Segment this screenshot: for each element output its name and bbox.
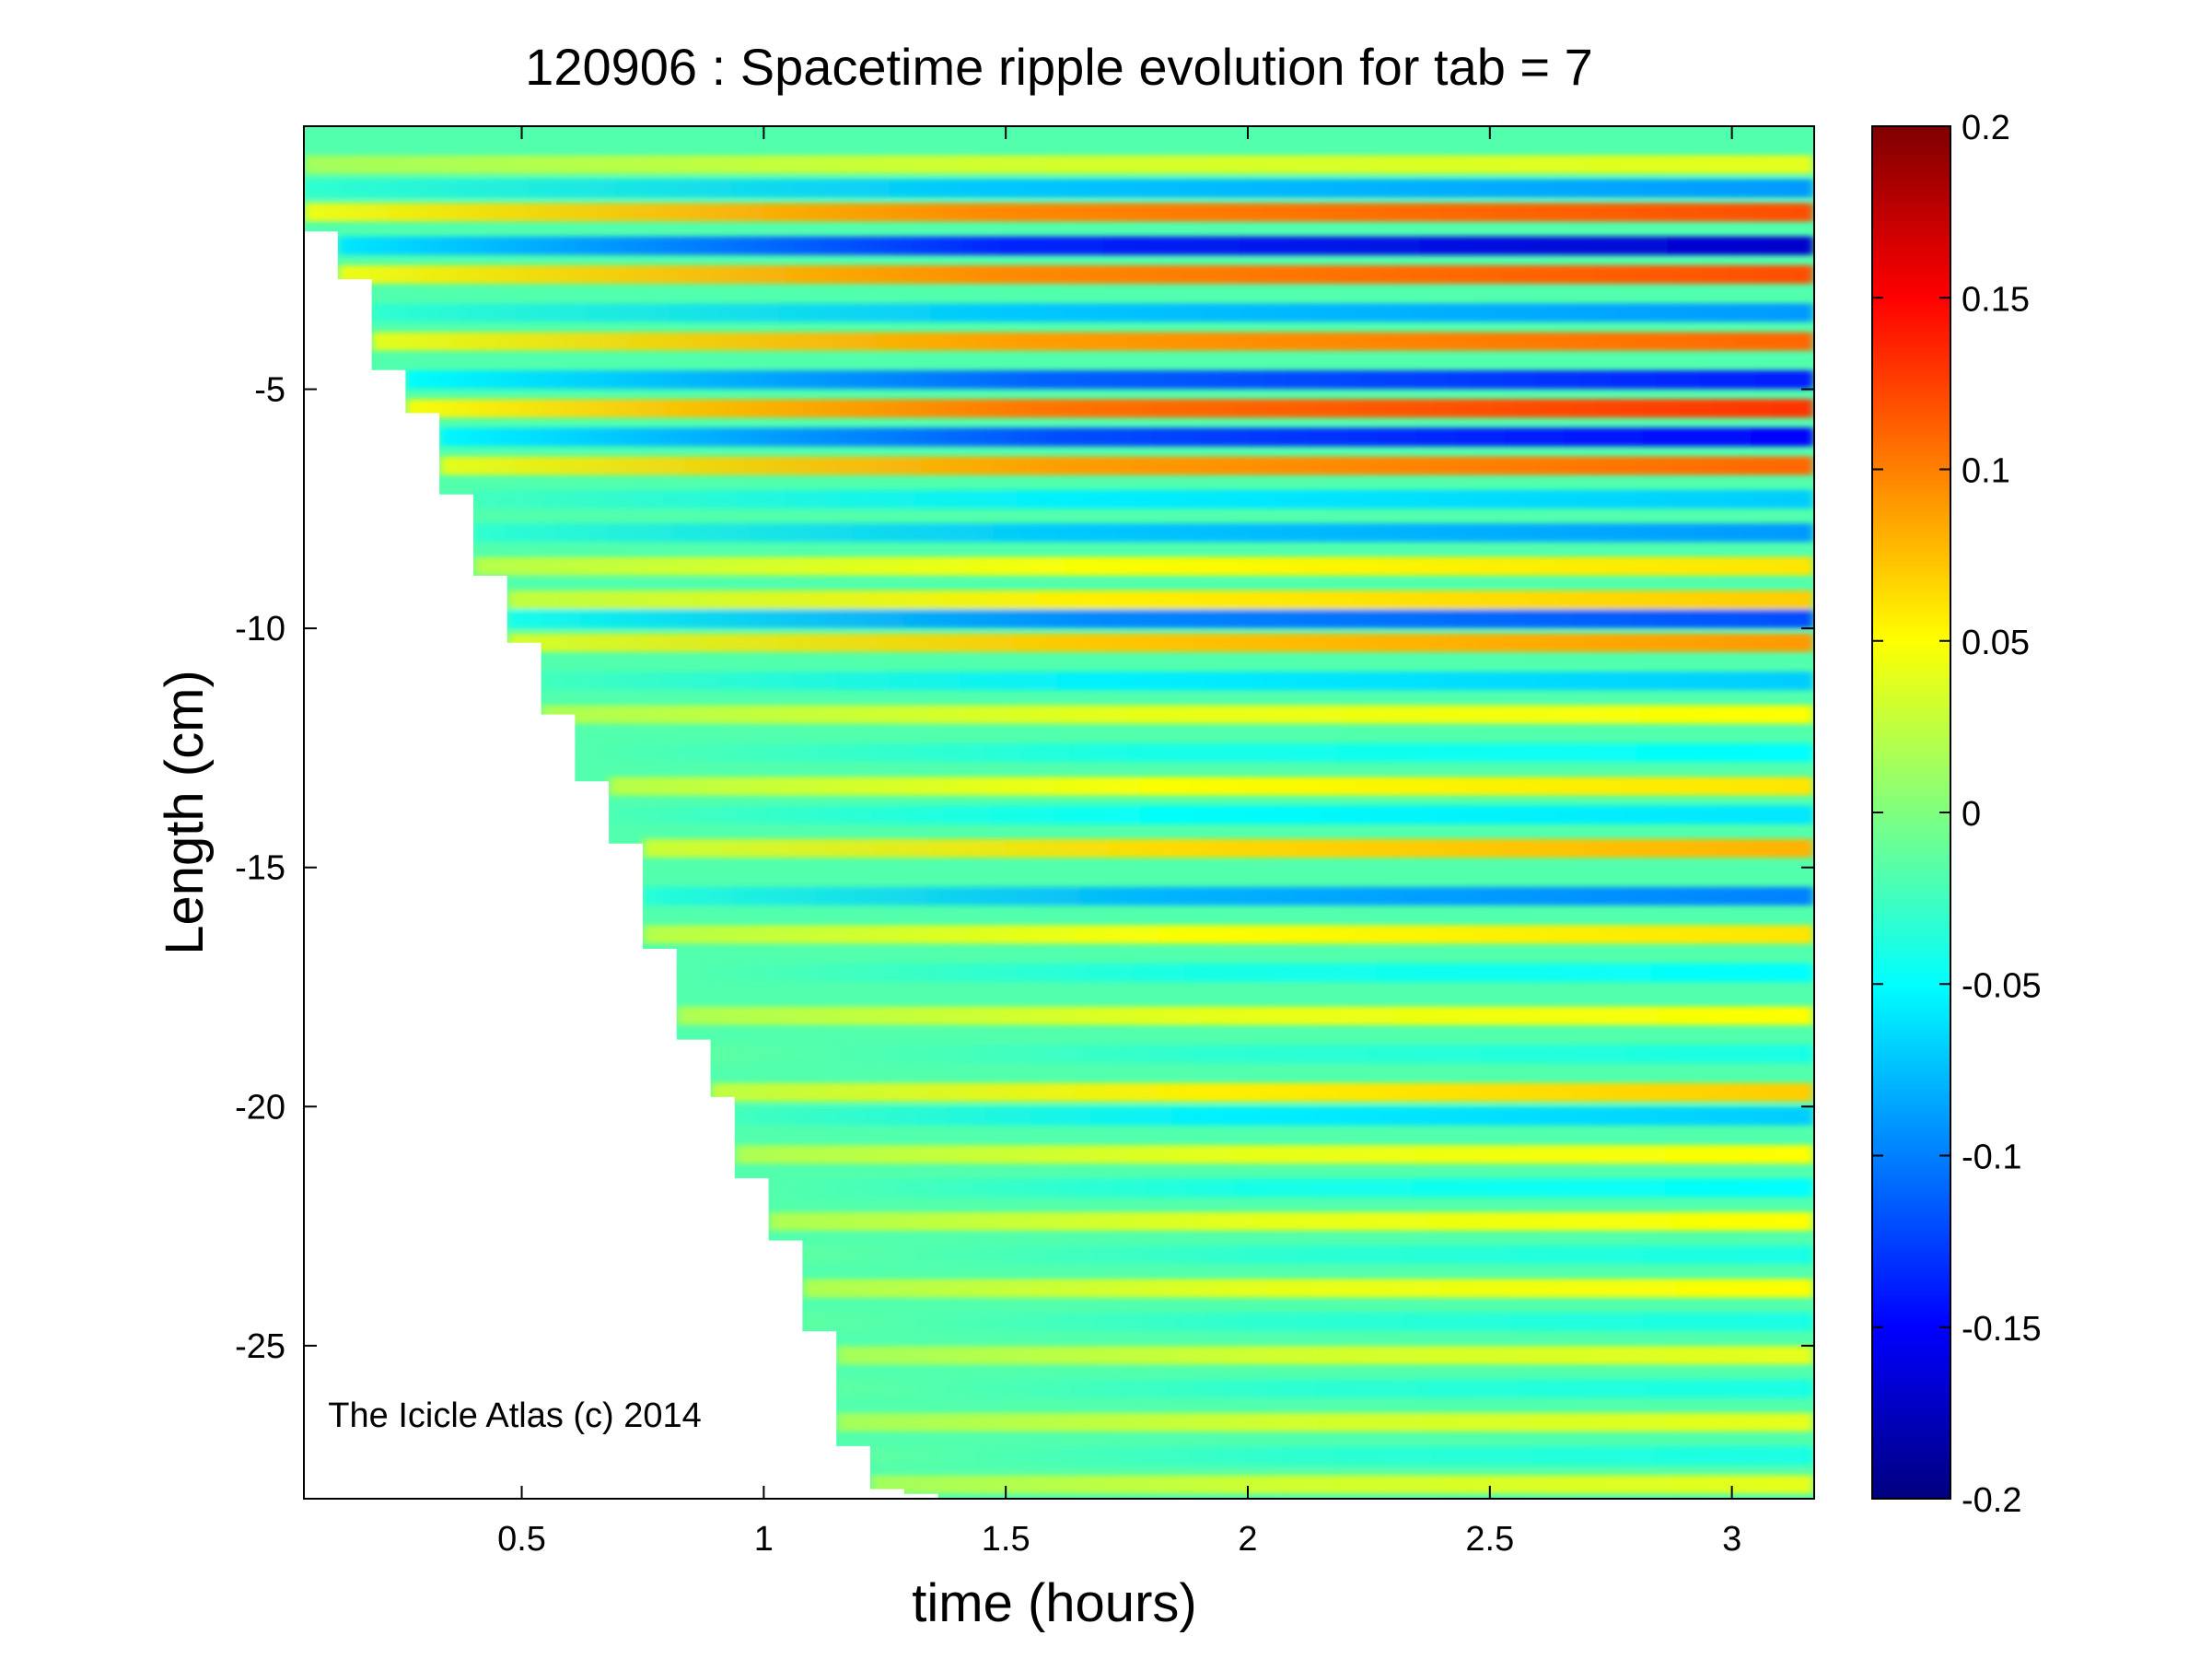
- ripple-band: [676, 1006, 1814, 1025]
- ripple-band: [802, 1312, 1814, 1331]
- ripple-band: [371, 303, 1814, 322]
- colorbar-tick-label: -0.15: [1962, 1310, 2042, 1349]
- ripple-band: [472, 556, 1814, 576]
- y-axis-label: Length (cm): [155, 670, 215, 954]
- ripple-band: [304, 203, 1814, 222]
- ripple-band: [405, 370, 1814, 390]
- ripple-band: [541, 705, 1814, 724]
- ripple-band: [405, 399, 1814, 418]
- ripple-band: [768, 1178, 1814, 1198]
- heatmap: [304, 126, 1814, 1499]
- ripple-band: [836, 1346, 1814, 1365]
- ripple-band: [870, 1475, 1814, 1494]
- ripple-band: [676, 963, 1814, 982]
- ripple-band: [710, 1045, 1814, 1064]
- colorbar-tick-label: -0.05: [1962, 966, 2042, 1005]
- ripple-band: [541, 672, 1814, 691]
- ripple-band: [609, 805, 1814, 824]
- ripple-band: [337, 236, 1814, 255]
- ripple-band: [734, 1145, 1814, 1164]
- x-tick-label: 0.5: [497, 1520, 546, 1559]
- ripple-band: [506, 609, 1814, 628]
- x-axis-ticks: 0.5 1 1.5 2 2.5 3: [497, 126, 1741, 1559]
- x-tick-label: 2.5: [1465, 1520, 1514, 1559]
- colorbar-ticks: 0.2 0.15 0.1 0.05 0 -0.05 -0.1 -0.15 -0.2: [1872, 109, 2042, 1520]
- y-tick-label: -5: [254, 371, 285, 410]
- ripple-band: [802, 1245, 1814, 1265]
- y-tick-label: -25: [235, 1327, 285, 1366]
- ripple-band: [642, 838, 1814, 858]
- ripple-band: [472, 523, 1814, 543]
- colorbar-tick-label: 0.05: [1962, 624, 2030, 662]
- ripple-band: [642, 886, 1814, 905]
- colorbar-tick-label: 0: [1962, 795, 1981, 834]
- copyright-annotation: The Icicle Atlas (c) 2014: [328, 1396, 702, 1435]
- y-tick-label: -10: [235, 610, 285, 648]
- ripple-band: [609, 777, 1814, 796]
- ripple-band: [870, 1446, 1814, 1466]
- x-tick-label: 1.5: [982, 1520, 1030, 1559]
- colorbar-tick-label: -0.2: [1962, 1481, 2021, 1520]
- x-axis-label: time (hours): [912, 1573, 1196, 1633]
- ripple-band: [439, 456, 1814, 475]
- y-tick-label: -15: [235, 849, 285, 888]
- ripple-band: [472, 489, 1814, 508]
- x-tick-label: 1: [754, 1520, 774, 1559]
- ripple-band: [575, 743, 1814, 763]
- growth-front-mask: [304, 126, 992, 1499]
- colorbar-tick-label: -0.1: [1962, 1139, 2021, 1177]
- ripple-band: [337, 264, 1814, 284]
- ripple-band: [710, 1082, 1814, 1102]
- ripple-band: [304, 179, 1814, 198]
- ripple-band: [734, 1106, 1814, 1126]
- ripple-band: [304, 155, 1814, 174]
- ripple-band: [836, 1379, 1814, 1398]
- ripple-band: [506, 633, 1814, 652]
- ripple-band: [836, 1412, 1814, 1431]
- chart-title: 120906 : Spacetime ripple evolution for …: [525, 38, 1593, 96]
- plot-frame: [303, 125, 1815, 1500]
- colorbar: [1871, 125, 1951, 1500]
- ripple-band: [371, 332, 1814, 351]
- ripple-band: [506, 590, 1814, 609]
- y-axis-ticks: -5 -10 -15 -20 -25: [235, 371, 1814, 1366]
- colorbar-tick-label: 0.1: [1962, 452, 2010, 491]
- x-tick-label: 3: [1722, 1520, 1741, 1559]
- y-tick-label: -20: [235, 1088, 285, 1127]
- ripple-band: [439, 427, 1814, 447]
- ripple-band: [642, 925, 1814, 944]
- ripple-band: [802, 1279, 1814, 1298]
- colorbar-tick-label: 0.2: [1962, 109, 2010, 147]
- x-tick-label: 2: [1238, 1520, 1257, 1559]
- ripple-band: [768, 1211, 1814, 1231]
- colorbar-tick-label: 0.15: [1962, 280, 2030, 319]
